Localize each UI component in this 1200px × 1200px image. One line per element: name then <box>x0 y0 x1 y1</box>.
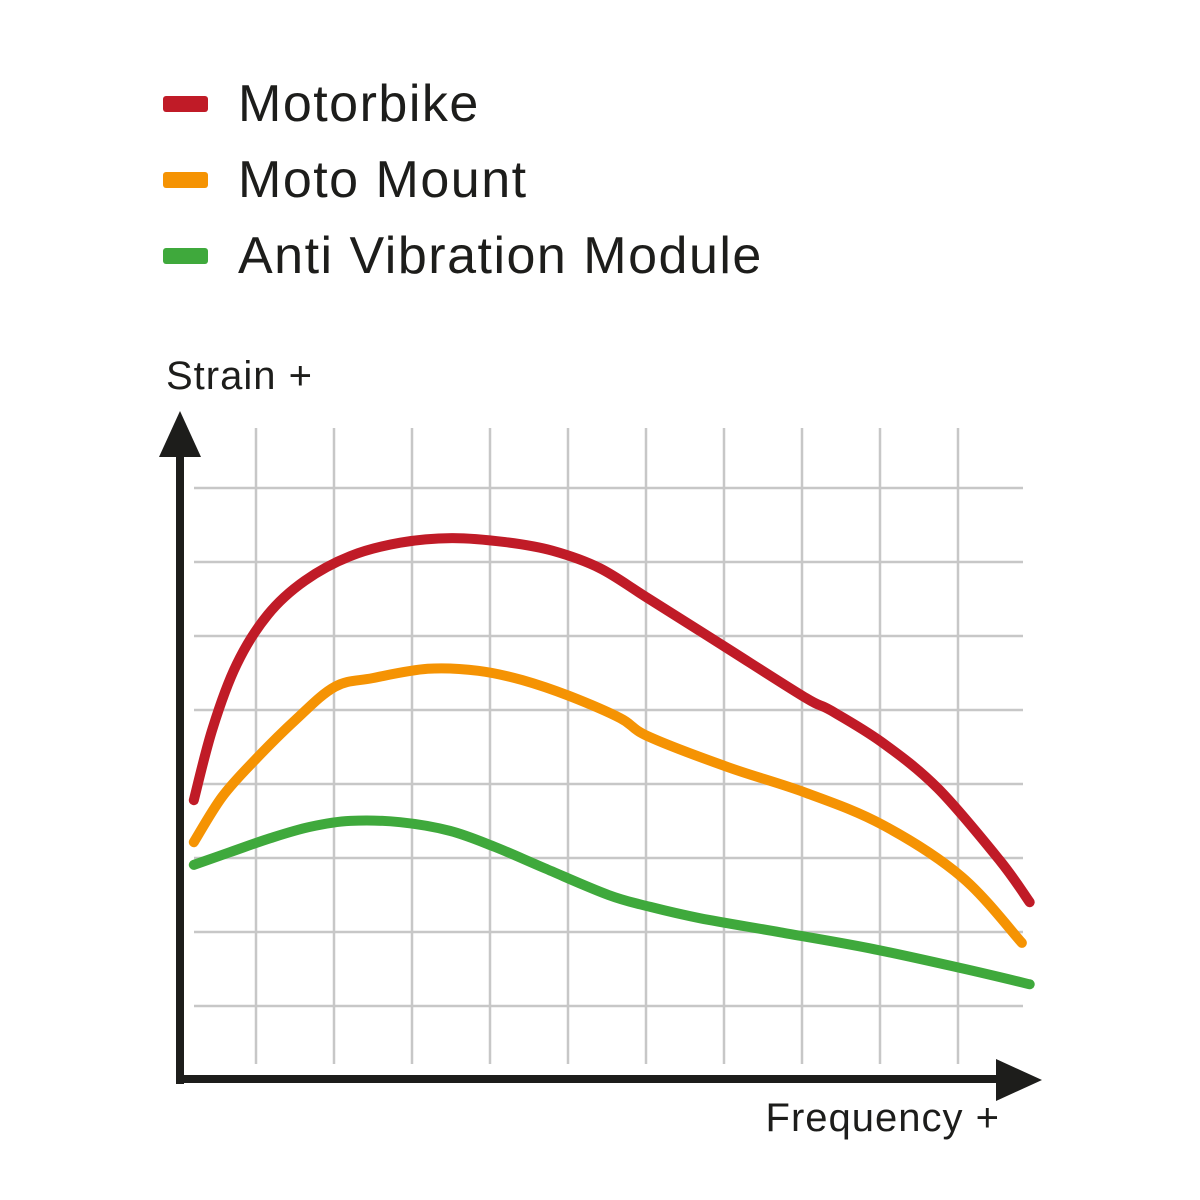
legend: Motorbike Moto Mount Anti Vibration Modu… <box>163 66 763 294</box>
legend-swatch-anti-vibration-module <box>163 248 208 264</box>
series-line-motorbike <box>188 533 1035 908</box>
legend-label-anti-vibration-module: Anti Vibration Module <box>238 227 763 285</box>
legend-swatch-motorbike <box>163 96 208 112</box>
legend-swatch-moto-mount <box>163 172 208 188</box>
legend-item-moto-mount: Moto Mount <box>163 142 763 218</box>
series-line-moto-mount <box>188 663 1027 948</box>
legend-label-moto-mount: Moto Mount <box>238 151 528 209</box>
y-axis-label: Strain + <box>166 354 313 398</box>
legend-label-motorbike: Motorbike <box>238 75 480 133</box>
y-axis-arrowhead <box>159 411 201 457</box>
series-line-anti-vibration-module <box>188 815 1035 990</box>
x-axis-arrowhead <box>996 1059 1042 1101</box>
x-axis-label: Frequency + <box>765 1096 1000 1140</box>
legend-item-motorbike: Motorbike <box>163 66 763 142</box>
legend-item-anti-vibration-module: Anti Vibration Module <box>163 218 763 294</box>
